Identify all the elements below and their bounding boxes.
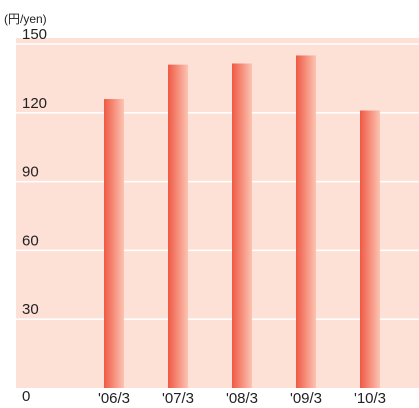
y-unit-label: (円/yen) [4, 12, 47, 26]
bar [168, 64, 188, 388]
y-tick-label: 0 [22, 388, 30, 405]
bar [104, 99, 124, 388]
bar [360, 110, 380, 389]
bar [296, 55, 316, 388]
x-tick-label: '06/3 [98, 390, 130, 407]
y-axis-ticks: 0 30 60 90 120 150 [22, 26, 47, 405]
x-tick-label: '10/3 [354, 390, 386, 407]
plot-area [16, 38, 419, 388]
x-tick-label: '09/3 [290, 390, 322, 407]
y-tick-label: 60 [22, 232, 39, 249]
gridlines [16, 43, 419, 320]
y-tick-label: 90 [22, 164, 39, 181]
y-tick-label: 120 [22, 95, 47, 112]
y-tick-label: 30 [22, 301, 39, 318]
y-tick-label: 150 [22, 26, 47, 43]
x-tick-label: '08/3 [226, 390, 258, 407]
x-tick-label: '07/3 [162, 390, 194, 407]
x-axis-labels: '06/3 '07/3 '08/3 '09/3 '10/3 [98, 390, 386, 407]
bars [104, 55, 380, 389]
bar [232, 63, 252, 388]
